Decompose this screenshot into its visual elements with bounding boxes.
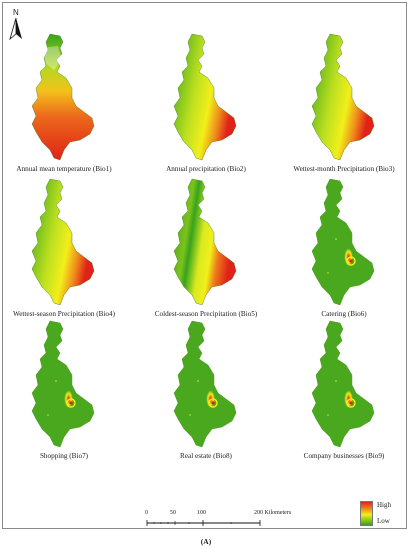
region-map [311,320,375,448]
map-panel: Annual mean temperature (Bio1) [0,22,128,182]
map-panel: Company businesses (Bio9) [280,309,408,469]
region-map [31,320,95,448]
region-map [311,178,375,306]
map-caption: Wettest-month Precipitation (Bio3) [293,165,395,173]
map-caption: Annual precipitation (Bio2) [166,165,246,173]
north-arrow: N [9,8,25,40]
legend-high-label: High [377,501,391,509]
map-caption: Shopping (Bio7) [39,452,89,460]
map-panel: Wettest-season Precipitation (Bio4) [0,167,128,327]
figure-frame [2,2,407,529]
map-caption: Company businesses (Bio9) [303,452,385,460]
map-caption: Wettest-season Precipitation (Bio4) [12,310,116,318]
map-panel: Coldest-season Precipitation (Bio5) [142,167,270,327]
north-label: N [13,8,19,17]
scale-tick-50: 50 [170,510,176,516]
region-map [31,33,95,161]
scale-bar-graphic [146,520,261,526]
map-caption: Real estate (Bio8) [180,452,232,460]
region-map [173,178,237,306]
map-caption: Catering (Bio6) [321,310,367,318]
region-map [31,178,95,306]
legend-color-ramp [360,501,373,526]
figure-label: (A) [200,537,212,546]
map-panel: Catering (Bio6) [280,167,408,327]
color-legend: High Low [360,501,400,529]
legend-low-label: Low [377,517,390,525]
scale-tick-0: 0 [145,510,148,516]
map-panel: Wettest-month Precipitation (Bio3) [280,22,408,182]
region-map [173,320,237,448]
map-caption: Annual mean temperature (Bio1) [16,165,112,173]
scale-bar: 0 50 100 200 Kilometers [140,510,292,530]
scale-tick-200: 200 Kilometers [254,510,292,516]
region-map [173,33,237,161]
north-arrow-icon [9,18,22,40]
scale-tick-100: 100 [197,510,206,516]
map-caption: Coldest-season Precipitation (Bio5) [154,310,258,318]
map-panel: Shopping (Bio7) [0,309,128,469]
region-map [311,33,375,161]
map-panel: Real estate (Bio8) [142,309,270,469]
map-panel: Annual precipitation (Bio2) [142,22,270,182]
